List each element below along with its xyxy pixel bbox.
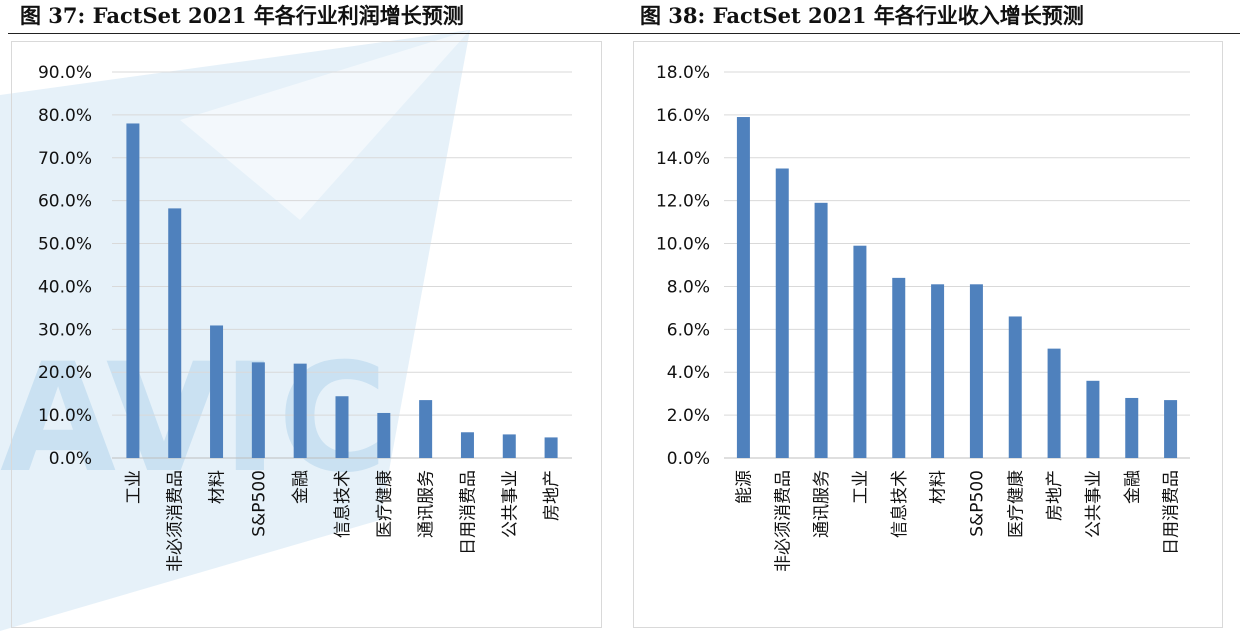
y-tick-label: 16.0% — [656, 106, 710, 126]
y-tick-label: 70.0% — [38, 149, 92, 169]
x-category-label: 通讯服务 — [812, 470, 832, 538]
chart-panel-revenue-growth — [633, 41, 1223, 628]
x-category-label: S&P500 — [967, 470, 987, 537]
bar — [1086, 380, 1100, 458]
y-tick-label: 40.0% — [38, 277, 92, 297]
y-tick-label: 0.0% — [667, 449, 710, 469]
y-tick-label: 6.0% — [667, 320, 710, 340]
y-tick-label: 18.0% — [656, 63, 710, 83]
x-category-label: 信息技术 — [890, 470, 910, 538]
x-category-label: 医疗健康 — [1006, 470, 1026, 538]
x-category-label: S&P500 — [249, 470, 269, 537]
bar — [1047, 348, 1061, 458]
bar — [1164, 400, 1178, 458]
bar — [931, 284, 945, 458]
x-category-label: 信息技术 — [333, 470, 353, 538]
bar — [544, 437, 558, 458]
chart-panel-profit-growth — [11, 41, 602, 628]
x-category-label: 工业 — [124, 470, 144, 504]
bar — [502, 434, 516, 458]
y-tick-label: 14.0% — [656, 149, 710, 169]
bar — [969, 284, 983, 458]
x-category-label: 公共事业 — [1084, 470, 1104, 538]
y-tick-label: 4.0% — [667, 363, 710, 383]
bar — [736, 117, 750, 459]
x-category-label: 金融 — [1123, 470, 1143, 504]
bar — [892, 277, 906, 458]
y-tick-label: 10.0% — [656, 235, 710, 255]
bar — [460, 432, 474, 458]
x-category-label: 房地产 — [542, 470, 562, 521]
bar — [168, 208, 182, 458]
bar — [210, 325, 224, 458]
bar — [335, 396, 349, 458]
x-category-label: 非必须消费品 — [773, 470, 793, 572]
y-tick-label: 8.0% — [667, 277, 710, 297]
bar — [775, 168, 789, 458]
bar — [814, 202, 828, 458]
bar — [377, 412, 391, 458]
x-category-label: 公共事业 — [500, 470, 520, 538]
y-tick-label: 12.0% — [656, 192, 710, 212]
figure-37-title: 图 37: FactSet 2021 年各行业利润增长预测 — [20, 3, 464, 28]
x-category-label: 医疗健康 — [375, 470, 395, 538]
x-category-label: 日用消费品 — [1162, 470, 1182, 555]
bar — [293, 363, 307, 458]
bar — [419, 400, 433, 458]
bar — [853, 245, 867, 458]
y-tick-label: 80.0% — [38, 106, 92, 126]
y-tick-label: 0.0% — [49, 449, 92, 469]
x-category-label: 日用消费品 — [458, 470, 478, 555]
x-category-label: 工业 — [851, 470, 871, 504]
x-category-label: 房地产 — [1045, 470, 1065, 521]
figure-38-title: 图 38: FactSet 2021 年各行业收入增长预测 — [640, 3, 1084, 28]
y-tick-label: 90.0% — [38, 63, 92, 83]
x-category-label: 金融 — [291, 470, 311, 504]
y-tick-label: 60.0% — [38, 192, 92, 212]
bar — [1125, 397, 1139, 458]
bar — [251, 362, 265, 458]
x-category-label: 通讯服务 — [417, 470, 437, 538]
bar — [1008, 316, 1022, 458]
header-rule — [8, 33, 1240, 34]
x-category-label: 能源 — [734, 470, 754, 504]
y-tick-label: 20.0% — [38, 363, 92, 383]
y-tick-label: 10.0% — [38, 406, 92, 426]
y-tick-label: 50.0% — [38, 235, 92, 255]
x-category-label: 材料 — [929, 470, 949, 504]
y-tick-label: 2.0% — [667, 406, 710, 426]
x-category-label: 非必须消费品 — [166, 470, 186, 572]
y-tick-label: 30.0% — [38, 320, 92, 340]
bar — [126, 123, 140, 458]
x-category-label: 材料 — [208, 470, 228, 504]
